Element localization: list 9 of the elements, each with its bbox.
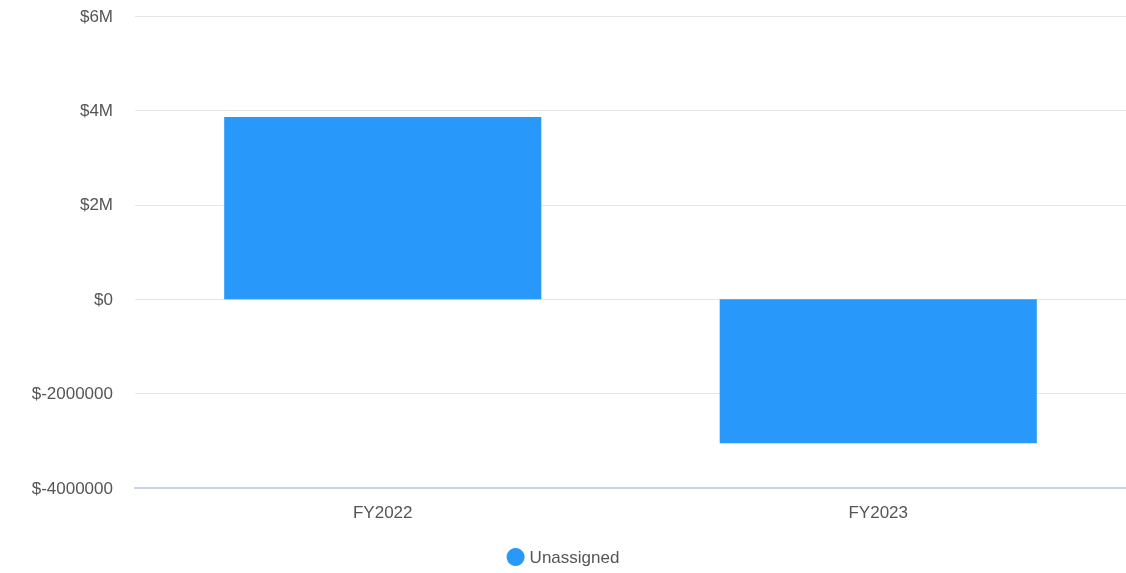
y-tick-label: $-2000000: [31, 384, 113, 404]
x-tick-label: FY2022: [352, 503, 413, 522]
y-tick-label: $4M: [79, 100, 113, 120]
legend-label: Unassigned: [529, 547, 620, 567]
y-tick-label: $2M: [79, 195, 113, 215]
x-tick-label: FY2023: [848, 503, 909, 522]
y-tick-label: $-4000000: [31, 478, 113, 498]
y-tick-label: $6M: [79, 6, 113, 26]
y-tick-label: $0: [94, 289, 113, 309]
